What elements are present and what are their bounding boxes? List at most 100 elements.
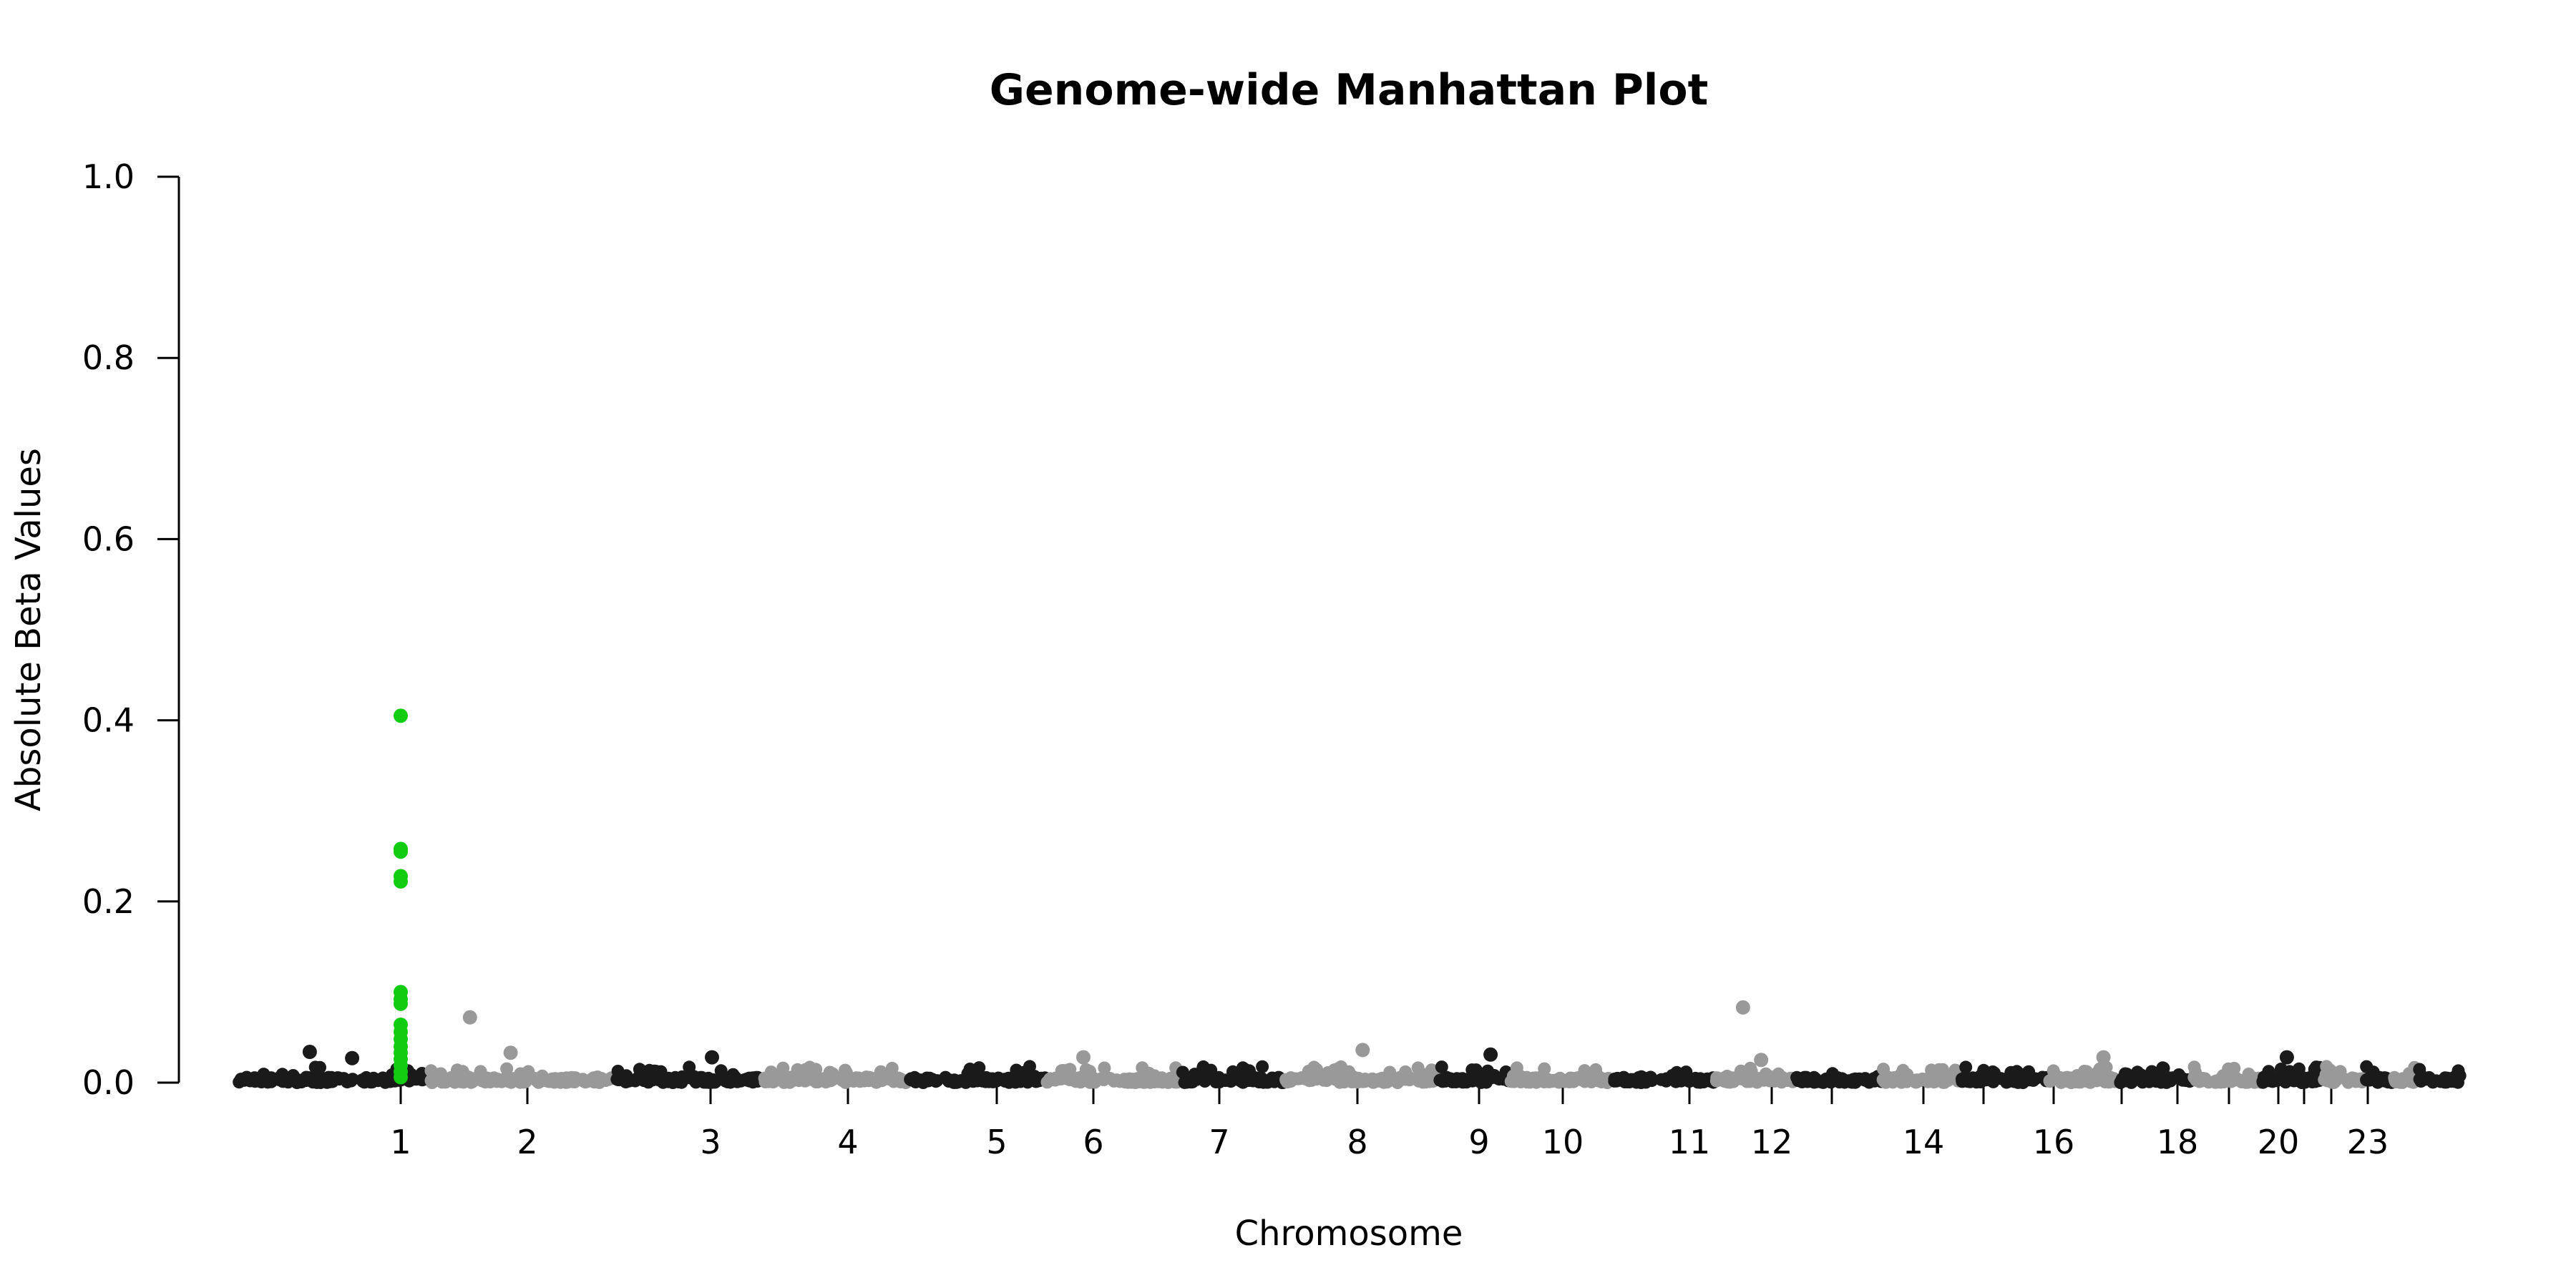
data-point: [324, 1073, 338, 1087]
x-axis-label: Chromosome: [1235, 1214, 1463, 1254]
notable-point: [1076, 1050, 1091, 1065]
notable-point: [1355, 1043, 1370, 1058]
data-point: [2166, 1071, 2180, 1085]
x-tick-label: 4: [837, 1123, 858, 1161]
notable-point: [345, 1050, 360, 1065]
data-point: [2296, 1073, 2309, 1087]
data-point: [1932, 1063, 1946, 1076]
data-point: [2327, 1076, 2341, 1089]
data-point: [619, 1071, 632, 1085]
y-tick-label: 1.0: [82, 157, 135, 196]
data-point: [376, 1071, 390, 1085]
data-point: [653, 1072, 666, 1085]
x-tick-label: 11: [1669, 1123, 1711, 1161]
data-point: [1722, 1075, 1736, 1088]
data-point: [1819, 1072, 1833, 1085]
data-point: [970, 1074, 984, 1088]
highlighted-point: [394, 708, 408, 723]
data-point: [675, 1075, 688, 1089]
data-point: [356, 1073, 369, 1087]
data-point: [1261, 1075, 1274, 1089]
data-point: [958, 1073, 972, 1086]
data-point: [1566, 1073, 1580, 1087]
data-point: [777, 1075, 790, 1088]
notable-point: [503, 1045, 518, 1060]
data-point: [743, 1072, 757, 1085]
y-tick-label: 0.8: [82, 338, 135, 377]
data-point: [904, 1072, 918, 1085]
data-point: [2142, 1073, 2156, 1086]
x-tick-label: 20: [2258, 1123, 2300, 1161]
data-point: [1158, 1074, 1172, 1088]
data-point: [1757, 1073, 1771, 1087]
data-point: [1023, 1060, 1036, 1073]
x-tick-label: 9: [1468, 1123, 1489, 1161]
data-point: [2262, 1065, 2275, 1078]
data-point: [1479, 1070, 1493, 1083]
highlighted-point: [394, 1070, 408, 1085]
data-point: [1224, 1073, 1237, 1087]
data-point: [580, 1075, 594, 1088]
data-point: [1055, 1064, 1068, 1078]
data-point: [2373, 1070, 2386, 1084]
y-axis: 0.0 0.2 0.4 0.6 0.8 1.0: [82, 157, 180, 1102]
data-point: [2114, 1076, 2127, 1089]
highlighted-point: [394, 996, 408, 1011]
data-point: [1791, 1071, 1804, 1085]
data-point: [1303, 1073, 1317, 1087]
data-point: [1878, 1071, 1892, 1085]
x-tick-label: 5: [986, 1123, 1007, 1161]
highlighted-point: [394, 844, 408, 859]
data-point: [1107, 1074, 1121, 1088]
data-point: [2093, 1062, 2107, 1075]
data-point: [2256, 1075, 2270, 1088]
data-point: [942, 1075, 955, 1088]
data-point: [255, 1073, 269, 1086]
data-point: [1433, 1073, 1447, 1087]
data-point: [1551, 1074, 1564, 1088]
notable-point: [1735, 1000, 1750, 1015]
x-tick-label: 6: [1083, 1123, 1103, 1161]
data-point: [1002, 1075, 1015, 1089]
data-point: [2236, 1073, 2250, 1087]
x-tick-label: 16: [2033, 1123, 2075, 1161]
notable-point: [462, 1010, 477, 1025]
data-point: [1807, 1075, 1821, 1088]
data-point: [1423, 1074, 1436, 1088]
data-point: [2079, 1065, 2093, 1078]
x-tick-label: 2: [517, 1123, 537, 1161]
notable-point: [302, 1045, 317, 1059]
data-point: [1064, 1070, 1078, 1084]
data-point: [2218, 1075, 2231, 1089]
data-point: [1141, 1074, 1155, 1088]
data-point: [2006, 1068, 2019, 1082]
data-point: [923, 1071, 937, 1085]
data-point: [288, 1073, 301, 1087]
data-point: [595, 1072, 608, 1085]
data-point: [2095, 1073, 2108, 1087]
y-tick-label: 0.2: [82, 882, 135, 921]
data-point: [474, 1073, 488, 1085]
data-point: [972, 1061, 986, 1075]
data-point: [456, 1065, 469, 1078]
data-point: [1737, 1070, 1751, 1084]
x-axis: 1 2 3 4 5 6 7 8 9 10 11 12 14 16 18 20 23: [390, 1083, 2389, 1161]
y-tick-label: 0.0: [82, 1063, 135, 1102]
data-point: [863, 1073, 877, 1087]
data-point: [1516, 1070, 1530, 1084]
data-point: [2451, 1075, 2464, 1089]
y-tick-label: 0.4: [82, 701, 135, 740]
data-point: [499, 1074, 512, 1088]
data-point: [562, 1073, 575, 1085]
data-point: [1204, 1063, 1218, 1077]
data-point: [1083, 1075, 1097, 1089]
data-point: [314, 1071, 327, 1085]
data-point: [820, 1075, 834, 1088]
data-point: [2125, 1071, 2139, 1084]
data-point: [1372, 1073, 1385, 1086]
data-point: [313, 1060, 326, 1074]
data-point: [1342, 1065, 1356, 1078]
data-point: [1124, 1075, 1138, 1088]
data-point: [1021, 1075, 1035, 1089]
data-point: [2333, 1065, 2347, 1078]
